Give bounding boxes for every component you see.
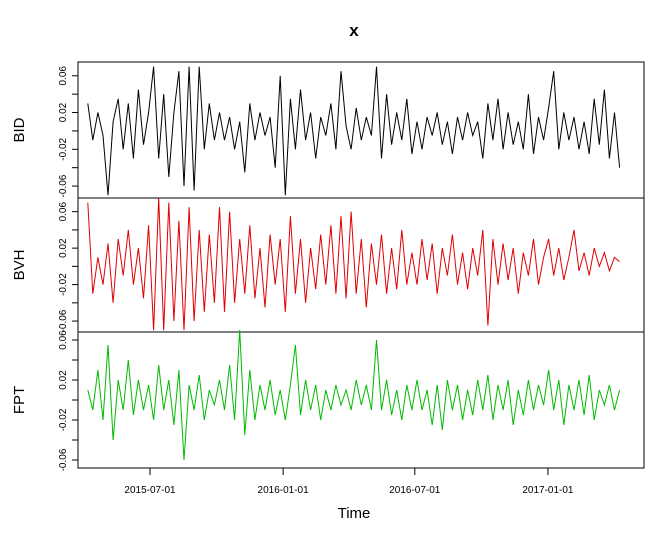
x-axis: 2015-07-01 2016-01-01 2016-07-01 2017-01-01 bbox=[124, 468, 574, 496]
x-tick-label: 2016-01-01 bbox=[258, 485, 310, 496]
panel-bvh: 0.06 0.02 -0.02 -0.06 BVH bbox=[11, 197, 645, 333]
series-label: BVH bbox=[11, 250, 28, 281]
y-tick-label: -0.02 bbox=[58, 137, 69, 160]
panel-frame bbox=[77, 61, 645, 199]
series-line-bid bbox=[87, 66, 621, 196]
chart-title: x bbox=[349, 21, 359, 40]
panels: 0.06 0.02 -0.02 -0.06 BID 0.06 0.02 -0.02 -0.06 B… bbox=[11, 61, 645, 471]
y-tick-label: 0.02 bbox=[58, 370, 69, 390]
series-line-bvh bbox=[87, 197, 620, 331]
series-label: BID bbox=[11, 117, 28, 142]
y-tick-label: 0.06 bbox=[58, 66, 69, 86]
y-tick-label: -0.02 bbox=[58, 408, 69, 431]
series-label: FPT bbox=[11, 386, 28, 414]
panel-bid: 0.06 0.02 -0.02 -0.06 BID bbox=[11, 61, 645, 199]
series-line-fpt bbox=[87, 329, 621, 461]
y-tick-label: -0.06 bbox=[58, 174, 69, 197]
x-axis-label: Time bbox=[338, 505, 371, 522]
y-tick-label: -0.06 bbox=[58, 448, 69, 471]
y-tick-label: -0.02 bbox=[58, 273, 69, 296]
panel-fpt: 0.06 0.02 -0.02 -0.06 FPT bbox=[11, 329, 645, 471]
y-tick-label: 0.02 bbox=[58, 238, 69, 258]
y-tick-label: 0.06 bbox=[58, 330, 69, 350]
x-tick-label: 2017-01-01 bbox=[522, 485, 574, 496]
x-tick-label: 2016-07-01 bbox=[389, 485, 441, 496]
y-tick-label: 0.06 bbox=[58, 202, 69, 222]
y-tick-label: 0.02 bbox=[58, 102, 69, 122]
y-tick-label: -0.06 bbox=[58, 309, 69, 332]
x-tick-label: 2015-07-01 bbox=[124, 485, 176, 496]
